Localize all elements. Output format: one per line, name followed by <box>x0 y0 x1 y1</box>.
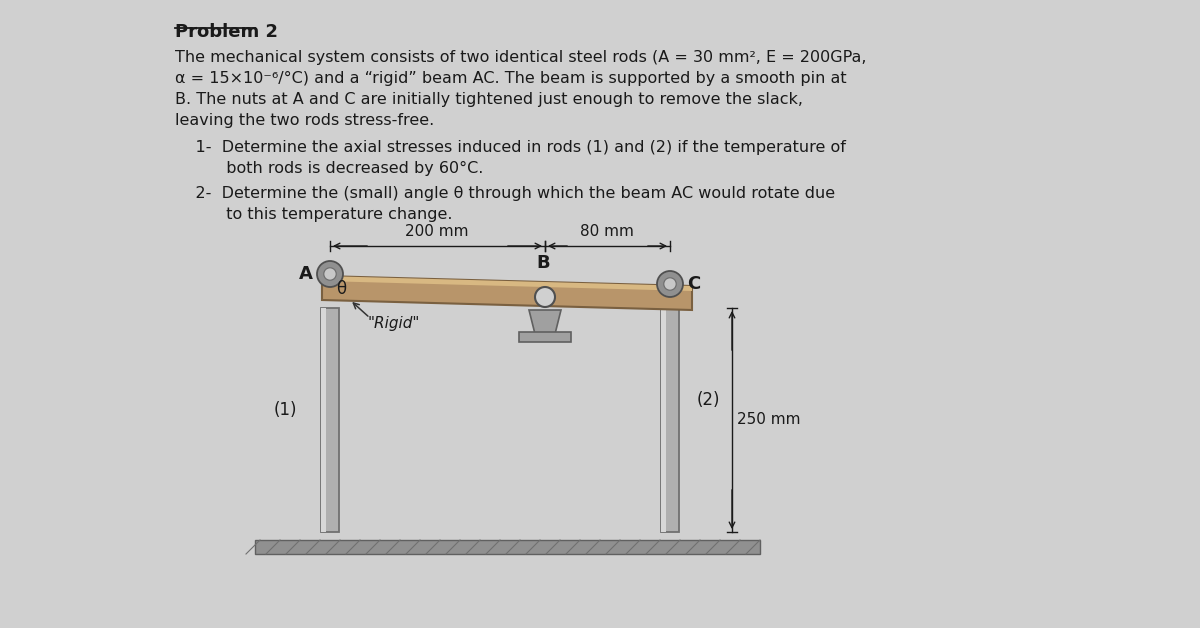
Text: 1-  Determine the axial stresses induced in rods (1) and (2) if the temperature : 1- Determine the axial stresses induced … <box>175 140 846 155</box>
Circle shape <box>535 287 554 307</box>
Circle shape <box>317 261 343 287</box>
Polygon shape <box>529 310 562 334</box>
Text: 80 mm: 80 mm <box>580 224 634 239</box>
Polygon shape <box>322 308 326 532</box>
Circle shape <box>658 271 683 297</box>
Text: to this temperature change.: to this temperature change. <box>175 207 452 222</box>
Polygon shape <box>661 308 666 532</box>
Text: B: B <box>536 254 550 272</box>
Circle shape <box>664 278 677 290</box>
Text: both rods is decreased by 60°C.: both rods is decreased by 60°C. <box>175 161 484 176</box>
Polygon shape <box>520 332 571 342</box>
Text: The mechanical system consists of two identical steel rods (A = 30 mm², E = 200G: The mechanical system consists of two id… <box>175 50 866 65</box>
Text: C: C <box>688 275 701 293</box>
Text: "Rigid": "Rigid" <box>368 316 420 331</box>
Text: (2): (2) <box>696 391 720 409</box>
Text: θ: θ <box>336 280 346 298</box>
Text: (1): (1) <box>274 401 296 419</box>
Text: A: A <box>299 265 313 283</box>
Polygon shape <box>322 276 692 310</box>
Text: B. The nuts at A and C are initially tightened just enough to remove the slack,: B. The nuts at A and C are initially tig… <box>175 92 803 107</box>
Text: α = 15×10⁻⁶/°C) and a “rigid” beam AC. The beam is supported by a smooth pin at: α = 15×10⁻⁶/°C) and a “rigid” beam AC. T… <box>175 71 847 86</box>
Text: leaving the two rods stress-free.: leaving the two rods stress-free. <box>175 113 434 128</box>
Text: 200 mm: 200 mm <box>406 224 469 239</box>
Polygon shape <box>661 308 679 532</box>
Circle shape <box>324 268 336 280</box>
Text: Problem 2: Problem 2 <box>175 23 278 41</box>
Polygon shape <box>322 308 340 532</box>
Text: 2-  Determine the (small) angle θ through which the beam AC would rotate due: 2- Determine the (small) angle θ through… <box>175 186 835 201</box>
Polygon shape <box>322 276 692 291</box>
Text: 250 mm: 250 mm <box>737 413 800 428</box>
Polygon shape <box>256 540 760 554</box>
